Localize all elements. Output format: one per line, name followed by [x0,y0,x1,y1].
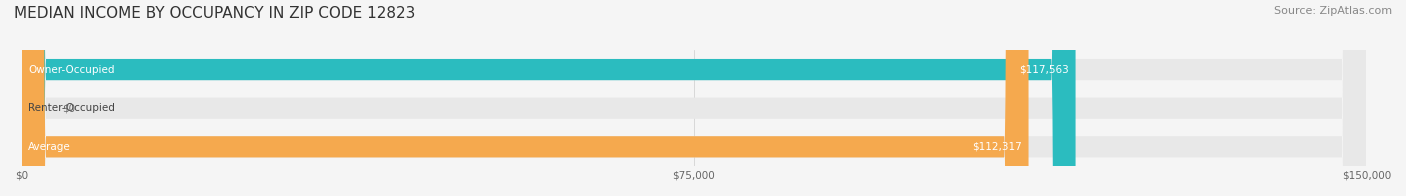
FancyBboxPatch shape [21,0,1367,196]
FancyBboxPatch shape [21,0,1029,196]
Text: $112,317: $112,317 [972,142,1022,152]
Text: $117,563: $117,563 [1019,65,1069,75]
Text: Renter-Occupied: Renter-Occupied [28,103,115,113]
Text: Source: ZipAtlas.com: Source: ZipAtlas.com [1274,6,1392,16]
FancyBboxPatch shape [21,0,1367,196]
Text: $0: $0 [62,103,75,113]
FancyBboxPatch shape [21,0,1367,196]
Text: Owner-Occupied: Owner-Occupied [28,65,115,75]
Text: Average: Average [28,142,72,152]
Text: MEDIAN INCOME BY OCCUPANCY IN ZIP CODE 12823: MEDIAN INCOME BY OCCUPANCY IN ZIP CODE 1… [14,6,415,21]
FancyBboxPatch shape [21,0,1076,196]
